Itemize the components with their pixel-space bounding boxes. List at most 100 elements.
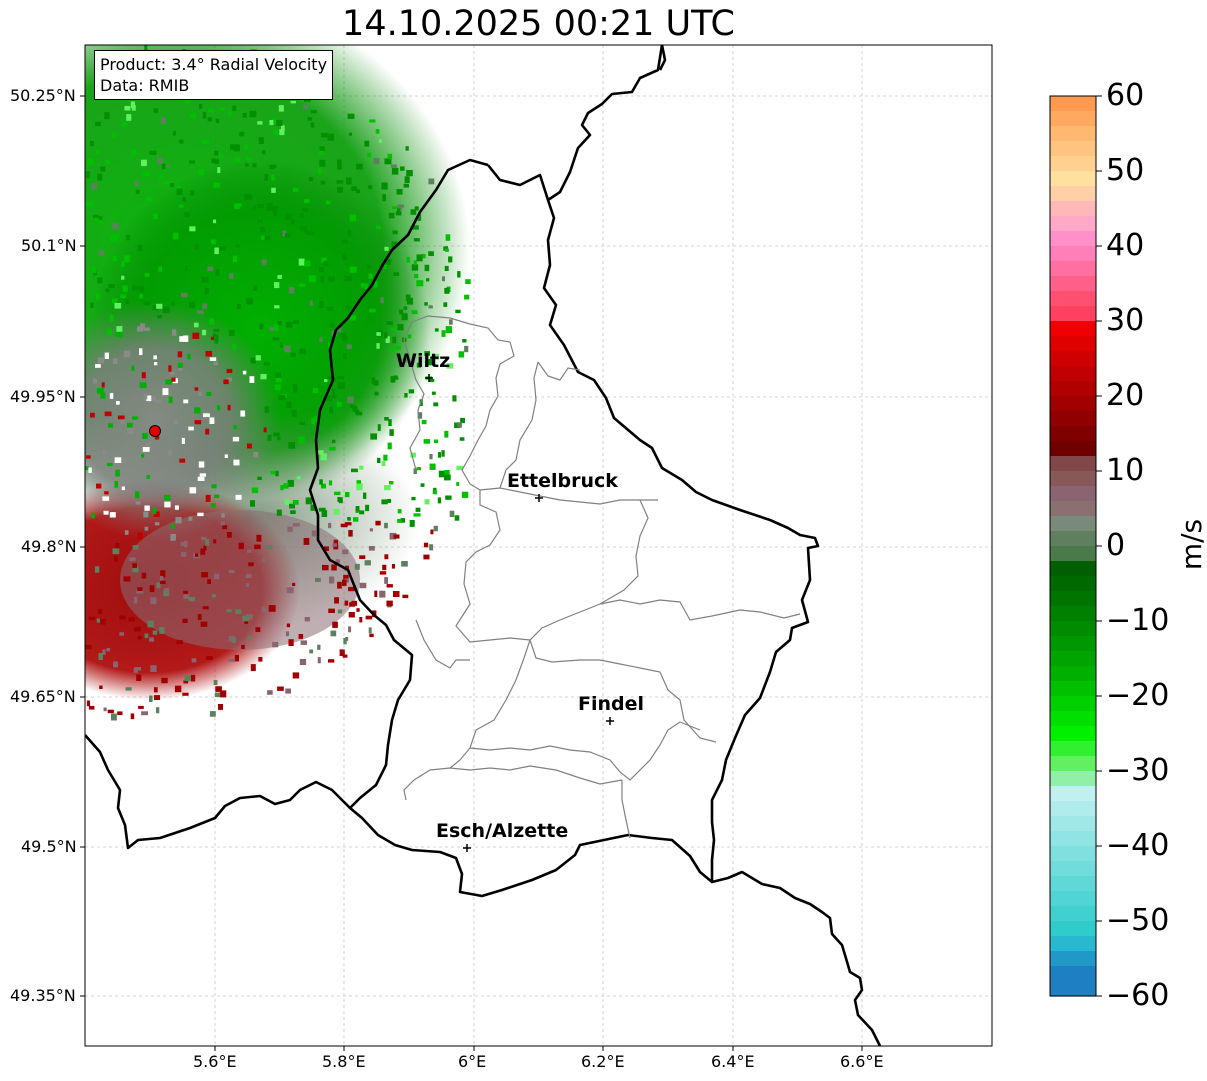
- radar-pixel: [274, 282, 280, 289]
- radar-pixel: [445, 326, 452, 333]
- radar-pixel: [414, 273, 419, 279]
- radar-pixel: [392, 336, 397, 344]
- radar-pixel: [326, 395, 333, 402]
- radar-pixel: [333, 539, 338, 546]
- axis-ticks: [80, 95, 863, 1051]
- radar-pixel: [188, 426, 194, 431]
- radar-pixel: [201, 572, 209, 578]
- radar-pixel: [263, 236, 270, 240]
- radar-pixel: [386, 584, 393, 588]
- colorbar-band: [1050, 96, 1096, 112]
- radar-pixel: [141, 372, 146, 379]
- city-label-wiltz: Wiltz: [396, 350, 451, 372]
- radar-pixel: [400, 518, 406, 523]
- radar-pixel: [284, 499, 291, 505]
- radar-pixel: [429, 463, 436, 470]
- colorbar-band: [1050, 456, 1096, 472]
- radar-pixel: [114, 457, 122, 463]
- radar-pixel: [269, 120, 274, 126]
- radar-pixel: [320, 276, 325, 283]
- radar-pixel: [158, 266, 162, 272]
- radar-pixel: [403, 183, 409, 188]
- radar-pixel: [172, 329, 177, 336]
- radar-pixel: [129, 557, 136, 561]
- radar-pixel: [332, 543, 337, 547]
- radar-pixel: [170, 183, 174, 187]
- radar-pixel: [182, 618, 188, 623]
- radar-pixel: [139, 348, 143, 356]
- radar-pixel: [169, 372, 175, 376]
- radar-pixel: [448, 256, 453, 263]
- radar-pixel: [202, 112, 207, 119]
- radar-pixel: [310, 122, 315, 128]
- radar-pixel: [276, 119, 283, 126]
- radar-pixel: [91, 512, 95, 519]
- radar-pixel: [424, 264, 430, 272]
- radar-pixel: [384, 554, 389, 560]
- radar-pixel: [223, 379, 229, 385]
- radar-pixel: [456, 482, 460, 486]
- radar-pixel: [245, 163, 249, 167]
- radar-pixel: [176, 188, 183, 195]
- radar-pixel: [332, 394, 337, 399]
- radar-pixel: [107, 462, 113, 467]
- radar-pixel: [310, 504, 316, 511]
- radar-pixel: [214, 573, 220, 580]
- radar-pixel: [431, 391, 436, 395]
- colorbar-band: [1050, 366, 1096, 382]
- radar-pixel: [219, 246, 226, 251]
- map-frame: [84, 44, 993, 1047]
- radar-pixel: [137, 587, 143, 591]
- radar-pixel: [245, 583, 249, 587]
- radar-pixel: [121, 122, 127, 127]
- radar-pixel: [409, 520, 415, 527]
- radar-pixel: [184, 99, 190, 104]
- radar-pixel: [432, 353, 439, 360]
- radar-pixel: [184, 266, 189, 272]
- colorbar-band: [1050, 651, 1096, 667]
- radar-pixel: [355, 411, 363, 416]
- radar-pixel: [168, 396, 173, 404]
- radar-pixel: [455, 309, 461, 314]
- radar-pixel: [139, 294, 143, 299]
- radar-pixel: [404, 176, 410, 183]
- radar-pixel: [344, 578, 349, 583]
- radar-pixel: [175, 517, 182, 524]
- colorbar-tick: 20: [1106, 378, 1145, 413]
- radar-pixel: [379, 571, 387, 575]
- radar-pixel: [119, 615, 126, 620]
- colorbar-band: [1050, 621, 1096, 637]
- radar-pixel: [371, 377, 375, 384]
- radar-pixel: [85, 466, 89, 470]
- radar-pixel: [147, 620, 154, 628]
- radar-pixel: [393, 272, 400, 276]
- radar-pixel: [141, 711, 148, 716]
- radar-pixel: [337, 581, 342, 589]
- radar-pixel: [376, 343, 380, 349]
- radar-pixel: [144, 526, 149, 531]
- radar-pixel: [403, 306, 408, 310]
- radar-pixel: [389, 481, 394, 485]
- radar-pixel: [88, 467, 92, 473]
- radar-pixel: [397, 204, 405, 208]
- radar-pixel: [131, 149, 136, 156]
- radar-pixel: [189, 113, 197, 119]
- radar-pixel: [131, 365, 135, 371]
- radar-pixel: [146, 395, 152, 402]
- radar-pixel: [149, 637, 154, 642]
- radar-pixel: [413, 468, 417, 474]
- radar-pixel: [452, 395, 457, 402]
- radar-pixel: [354, 409, 360, 413]
- radar-pixel: [334, 597, 339, 604]
- colorbar-band: [1050, 336, 1096, 352]
- colorbar-band: [1050, 576, 1096, 592]
- radar-pixel: [137, 326, 144, 332]
- radar-pixel: [287, 526, 293, 532]
- radar-pixel: [149, 585, 155, 592]
- radar-pixel: [299, 213, 304, 218]
- radar-pixel: [272, 642, 279, 648]
- radar-pixel: [459, 437, 465, 441]
- radar-pixel: [127, 427, 134, 434]
- radar-pixel: [128, 617, 135, 622]
- colorbar-band: [1050, 351, 1096, 367]
